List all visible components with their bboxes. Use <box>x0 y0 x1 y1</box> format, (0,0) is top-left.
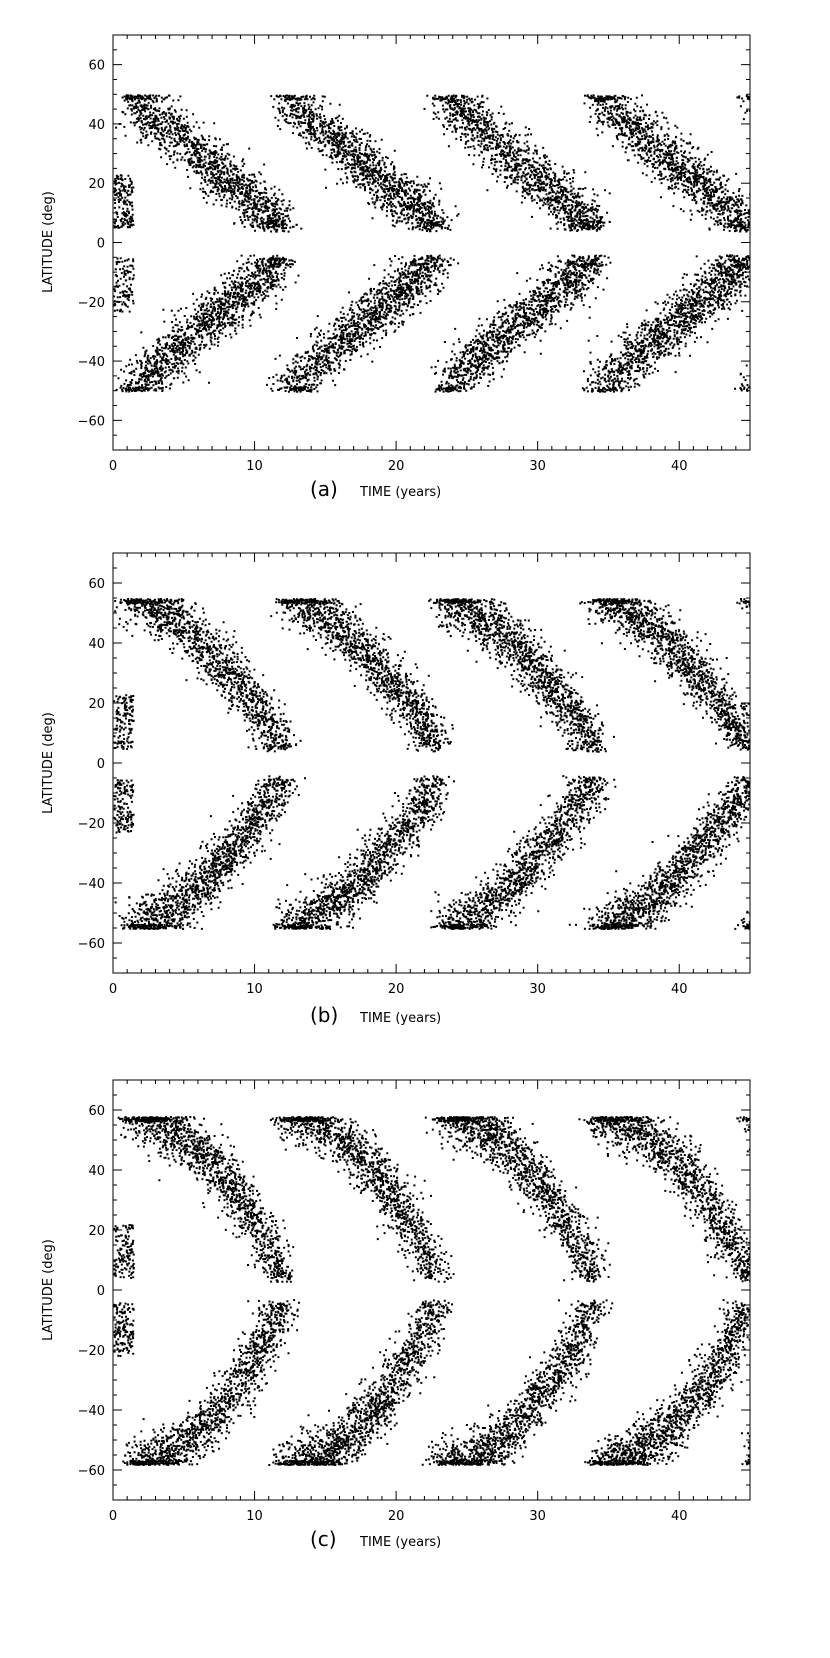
panel-label: (b) <box>310 1003 338 1027</box>
panel-b: 0 10 20 30 40 −60 −40 −20 0 20 40 60 LATITUDE (deg)… <box>41 552 751 1027</box>
x-tick-label: 0 <box>109 982 117 997</box>
y-tick-label: 20 <box>88 697 105 712</box>
x-tick-label: 40 <box>671 459 688 474</box>
plot-frame <box>112 34 751 451</box>
x-tick-label: 20 <box>388 1509 405 1524</box>
y-tick-label: 60 <box>88 577 105 592</box>
y-tick-label: −60 <box>78 414 105 429</box>
x-tick-label: 0 <box>109 1509 117 1524</box>
y-tick-label: −60 <box>78 1464 105 1479</box>
panel-a: 0 10 20 30 40 −60 −40 −20 0 20 40 60 LATITUDE (deg)… <box>41 34 751 501</box>
y-tick-label: 60 <box>88 59 105 74</box>
scatter-points <box>113 598 750 930</box>
x-tick-label: 0 <box>109 459 117 474</box>
panel-label: (a) <box>310 477 338 501</box>
y-axis-label: LATITUDE (deg) <box>41 191 56 293</box>
y-tick-label: 40 <box>88 1164 105 1179</box>
y-tick-label: 20 <box>88 1224 105 1239</box>
scatter-markers <box>113 1116 750 1466</box>
scatter-points <box>113 1116 750 1466</box>
x-tick-label: 10 <box>246 1509 263 1524</box>
y-tick-label: −20 <box>78 1344 105 1359</box>
x-tick-label: 10 <box>246 982 263 997</box>
x-tick-label: 20 <box>388 459 405 474</box>
panel-label: (c) <box>310 1527 337 1551</box>
x-axis-label: TIME (years) <box>359 1011 441 1026</box>
y-tick-label: 40 <box>88 118 105 133</box>
x-tick-label: 20 <box>388 982 405 997</box>
y-tick-label: 40 <box>88 637 105 652</box>
y-axis-label: LATITUDE (deg) <box>41 1239 56 1341</box>
x-tick-label: 10 <box>246 459 263 474</box>
x-tick-label: 40 <box>671 1509 688 1524</box>
x-tick-label: 40 <box>671 982 688 997</box>
y-tick-label: −40 <box>78 355 105 370</box>
panel-c: 0 10 20 30 40 −60 −40 −20 0 20 40 60 LATITUDE (deg)… <box>41 1079 751 1551</box>
y-tick-label: 20 <box>88 177 105 192</box>
axis-ticks: 0 10 20 30 40 −60 −40 −20 0 20 40 60 <box>78 34 751 474</box>
scatter-markers <box>113 598 750 930</box>
axis-ticks: 0 10 20 30 40 −60 −40 −20 0 20 40 60 <box>78 552 751 997</box>
y-tick-label: 60 <box>88 1104 105 1119</box>
y-axis-label: LATITUDE (deg) <box>41 712 56 814</box>
y-tick-label: 0 <box>97 1284 105 1299</box>
x-tick-label: 30 <box>529 982 546 997</box>
y-tick-label: −40 <box>78 1404 105 1419</box>
scatter-markers <box>113 94 750 393</box>
x-axis-label: TIME (years) <box>359 1535 441 1550</box>
x-axis-label: TIME (years) <box>359 485 441 500</box>
x-tick-label: 30 <box>529 1509 546 1524</box>
y-tick-label: −20 <box>78 817 105 832</box>
y-tick-label: 0 <box>97 237 105 252</box>
scatter-points <box>113 94 750 393</box>
y-tick-label: 0 <box>97 757 105 772</box>
y-tick-label: −40 <box>78 877 105 892</box>
y-tick-label: −60 <box>78 937 105 952</box>
y-tick-label: −20 <box>78 296 105 311</box>
x-tick-label: 30 <box>529 459 546 474</box>
axis-ticks: 0 10 20 30 40 −60 −40 −20 0 20 40 60 <box>78 1079 751 1524</box>
